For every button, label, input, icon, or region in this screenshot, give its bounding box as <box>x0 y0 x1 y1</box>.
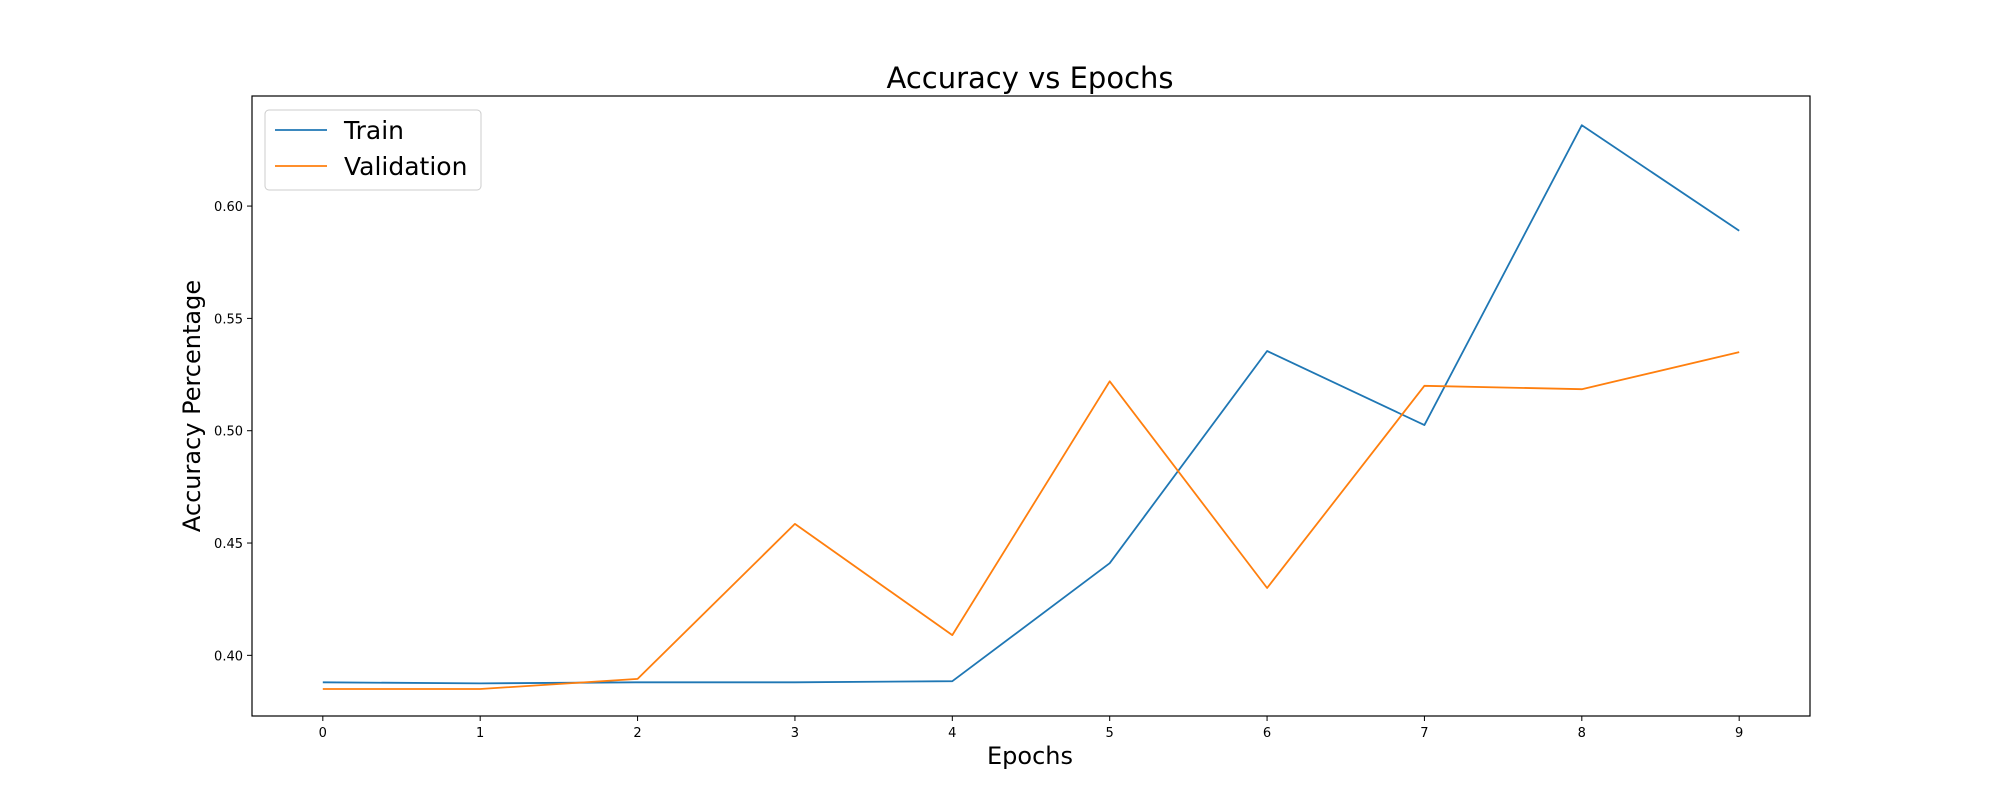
plot-frame <box>251 95 1811 717</box>
x-tick-label: 3 <box>791 726 799 741</box>
x-tick-label: 5 <box>1106 726 1114 741</box>
y-axis-label: Accuracy Percentage <box>178 280 206 532</box>
y-tick-label: 0.60 <box>214 200 243 215</box>
x-tick-label: 4 <box>948 726 956 741</box>
y-axis: 0.40 0.45 0.50 0.55 0.60 <box>214 200 252 664</box>
legend-label-validation: Validation <box>344 152 467 181</box>
series-layer <box>322 124 1740 690</box>
chart-title: Accuracy vs Epochs <box>886 61 1173 95</box>
legend-label-train: Train <box>343 116 404 145</box>
x-tick-label: 9 <box>1735 726 1743 741</box>
legend: Train Validation <box>264 109 482 191</box>
x-tick-label: 7 <box>1420 726 1428 741</box>
y-tick-label: 0.50 <box>214 425 243 440</box>
series-line-validation <box>322 351 1740 690</box>
x-tick-label: 1 <box>476 726 484 741</box>
x-axis: 0 1 2 3 4 5 6 7 8 9 <box>319 716 1743 741</box>
y-tick-label: 0.40 <box>214 649 243 664</box>
x-axis-label: Epochs <box>987 742 1073 770</box>
x-tick-label: 0 <box>319 726 327 741</box>
x-tick-label: 2 <box>633 726 641 741</box>
y-tick-label: 0.45 <box>214 537 243 552</box>
x-tick-label: 8 <box>1578 726 1586 741</box>
y-tick-label: 0.55 <box>214 312 243 327</box>
x-tick-label: 6 <box>1263 726 1271 741</box>
series-line-train <box>322 124 1740 685</box>
